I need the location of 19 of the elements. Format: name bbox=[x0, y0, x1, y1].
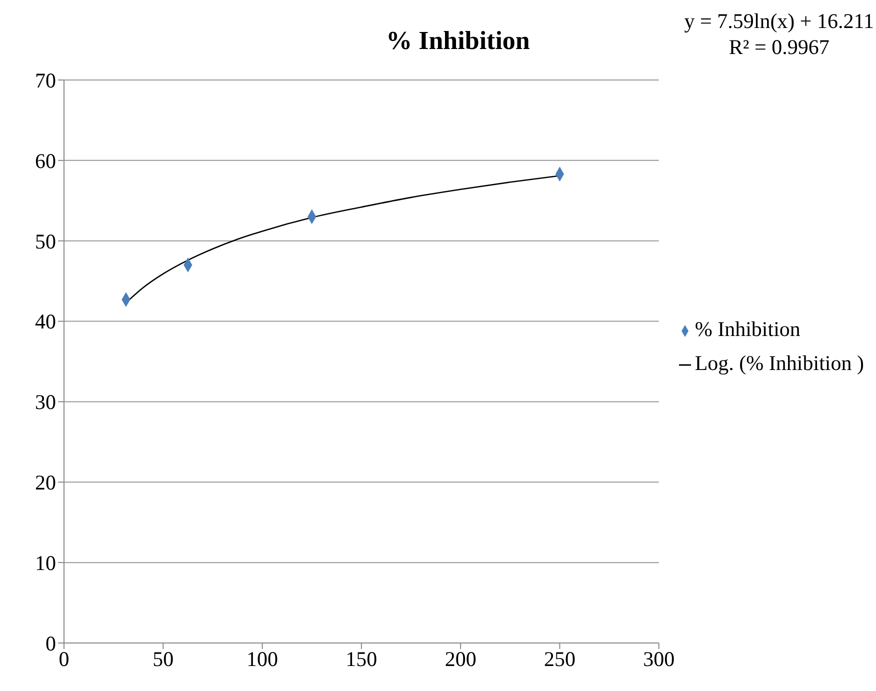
x-tick-label: 250 bbox=[544, 646, 576, 671]
x-tick-label: 150 bbox=[346, 646, 378, 671]
y-tick-label: 50 bbox=[35, 229, 56, 254]
y-tick-label: 60 bbox=[35, 148, 56, 173]
text: y = 7.59ln(x) + 16.211 bbox=[684, 8, 874, 34]
legend-label: Log. (% Inhibition ) bbox=[694, 350, 864, 374]
y-tick-label: 0 bbox=[46, 631, 56, 656]
x-tick-label: 50 bbox=[152, 646, 174, 671]
y-tick-label: 40 bbox=[35, 310, 56, 334]
x-tick-label: 200 bbox=[444, 646, 476, 671]
chart-title: % Inhibition bbox=[385, 26, 531, 56]
y-tick-label: 70 bbox=[35, 68, 56, 92]
x-tick-label: 300 bbox=[643, 646, 675, 671]
legend-label: % Inhibition bbox=[694, 316, 800, 340]
y-tick-label: 10 bbox=[35, 551, 56, 576]
y-tick-label: 30 bbox=[35, 390, 56, 414]
text: R² = 0.9967 bbox=[728, 34, 830, 60]
x-tick-label: 100 bbox=[246, 646, 278, 671]
y-tick-label: 20 bbox=[35, 470, 56, 495]
